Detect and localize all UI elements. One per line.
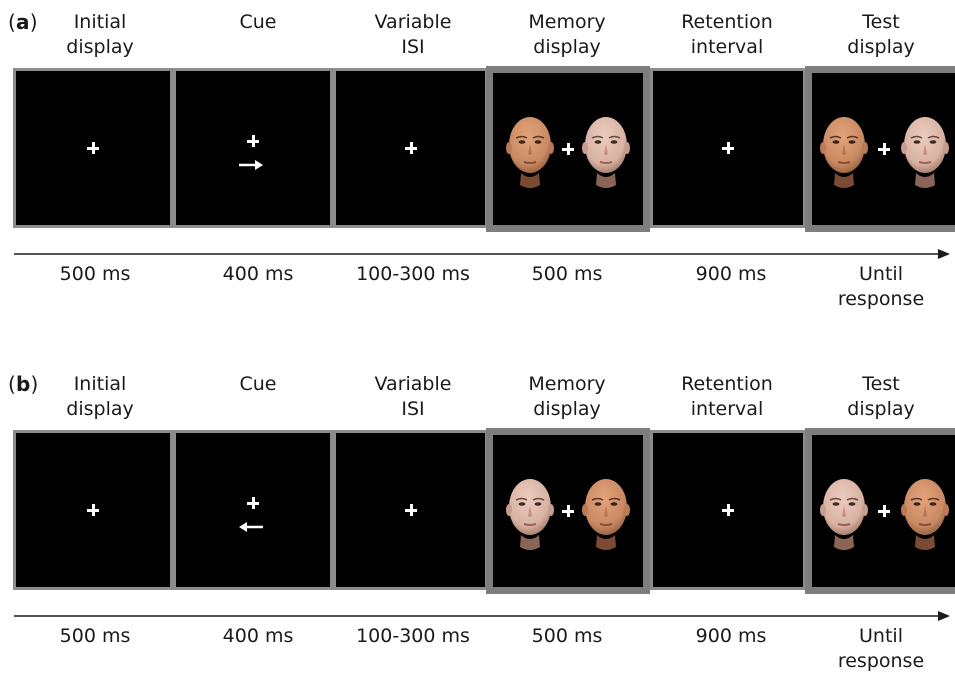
- screen-memory-display: [486, 428, 650, 594]
- fixation-cross-icon: [403, 502, 419, 518]
- stage-title-test-display: Test display: [847, 373, 915, 420]
- duration-initial-display: 500 ms: [59, 263, 131, 285]
- duration-retention-interval: 900 ms: [695, 625, 767, 647]
- screen-cue: [173, 68, 333, 228]
- panel-label: (a): [8, 10, 38, 34]
- face-stimulus-icon: [504, 111, 556, 191]
- screen-variable-isi: [333, 68, 488, 228]
- duration-retention-interval: 900 ms: [695, 263, 767, 285]
- stage-title-test-display: Test display: [847, 11, 915, 58]
- duration-test-display: Until response: [837, 625, 925, 672]
- fixation-cross-icon: [876, 141, 892, 157]
- duration-cue: 400 ms: [222, 263, 294, 285]
- fixation-cross-icon: [245, 133, 261, 149]
- face-stimulus-icon: [580, 111, 632, 191]
- stage-title-cue: Cue: [239, 373, 277, 395]
- panel-b: (b) Initial display Cue Variable ISI Memor…: [0, 362, 955, 672]
- stage-title-variable-isi: Variable ISI: [374, 11, 452, 58]
- stage-title-initial-display: Initial display: [66, 373, 134, 420]
- arrow-left-icon: [239, 522, 263, 532]
- screen-memory-display: [486, 66, 650, 232]
- face-stimulus-icon: [818, 473, 870, 553]
- fixation-cross-icon: [876, 503, 892, 519]
- duration-variable-isi: 100-300 ms: [356, 263, 470, 285]
- fixation-cross-icon: [403, 140, 419, 156]
- fixation-cross-icon: [85, 140, 101, 156]
- panel-label: (b): [8, 372, 39, 396]
- screen-retention-interval: [650, 68, 806, 228]
- stage-title-cue: Cue: [239, 11, 277, 33]
- duration-initial-display: 500 ms: [59, 625, 131, 647]
- duration-cue: 400 ms: [222, 625, 294, 647]
- timeline-arrow: [14, 249, 950, 259]
- face-stimulus-icon: [899, 473, 951, 553]
- stage-title-memory-display: Memory display: [528, 373, 606, 420]
- screen-cue: [173, 430, 333, 590]
- screen-variable-isi: [333, 430, 488, 590]
- screen-test-display: [805, 66, 955, 232]
- fixation-cross-icon: [720, 140, 736, 156]
- stage-title-variable-isi: Variable ISI: [374, 373, 452, 420]
- face-stimulus-icon: [504, 473, 556, 553]
- duration-memory-display: 500 ms: [531, 625, 603, 647]
- screen-test-display: [805, 428, 955, 594]
- face-stimulus-icon: [818, 111, 870, 191]
- duration-variable-isi: 100-300 ms: [356, 625, 470, 647]
- stage-title-retention-interval: Retention interval: [681, 11, 773, 58]
- stage-title-retention-interval: Retention interval: [681, 373, 773, 420]
- duration-test-display: Until response: [837, 263, 925, 310]
- panel-a: (a) Initial display Cue Variable ISI Memor…: [0, 0, 955, 334]
- face-stimulus-icon: [899, 111, 951, 191]
- fixation-cross-icon: [720, 502, 736, 518]
- face-stimulus-icon: [580, 473, 632, 553]
- fixation-cross-icon: [560, 141, 576, 157]
- fixation-cross-icon: [85, 502, 101, 518]
- stage-title-memory-display: Memory display: [528, 11, 606, 58]
- screen-retention-interval: [650, 430, 806, 590]
- screen-initial-display: [13, 430, 173, 590]
- fixation-cross-icon: [245, 495, 261, 511]
- screen-initial-display: [13, 68, 173, 228]
- timeline-arrow: [14, 611, 950, 621]
- stage-title-initial-display: Initial display: [66, 11, 134, 58]
- arrow-right-icon: [239, 160, 263, 170]
- fixation-cross-icon: [560, 503, 576, 519]
- duration-memory-display: 500 ms: [531, 263, 603, 285]
